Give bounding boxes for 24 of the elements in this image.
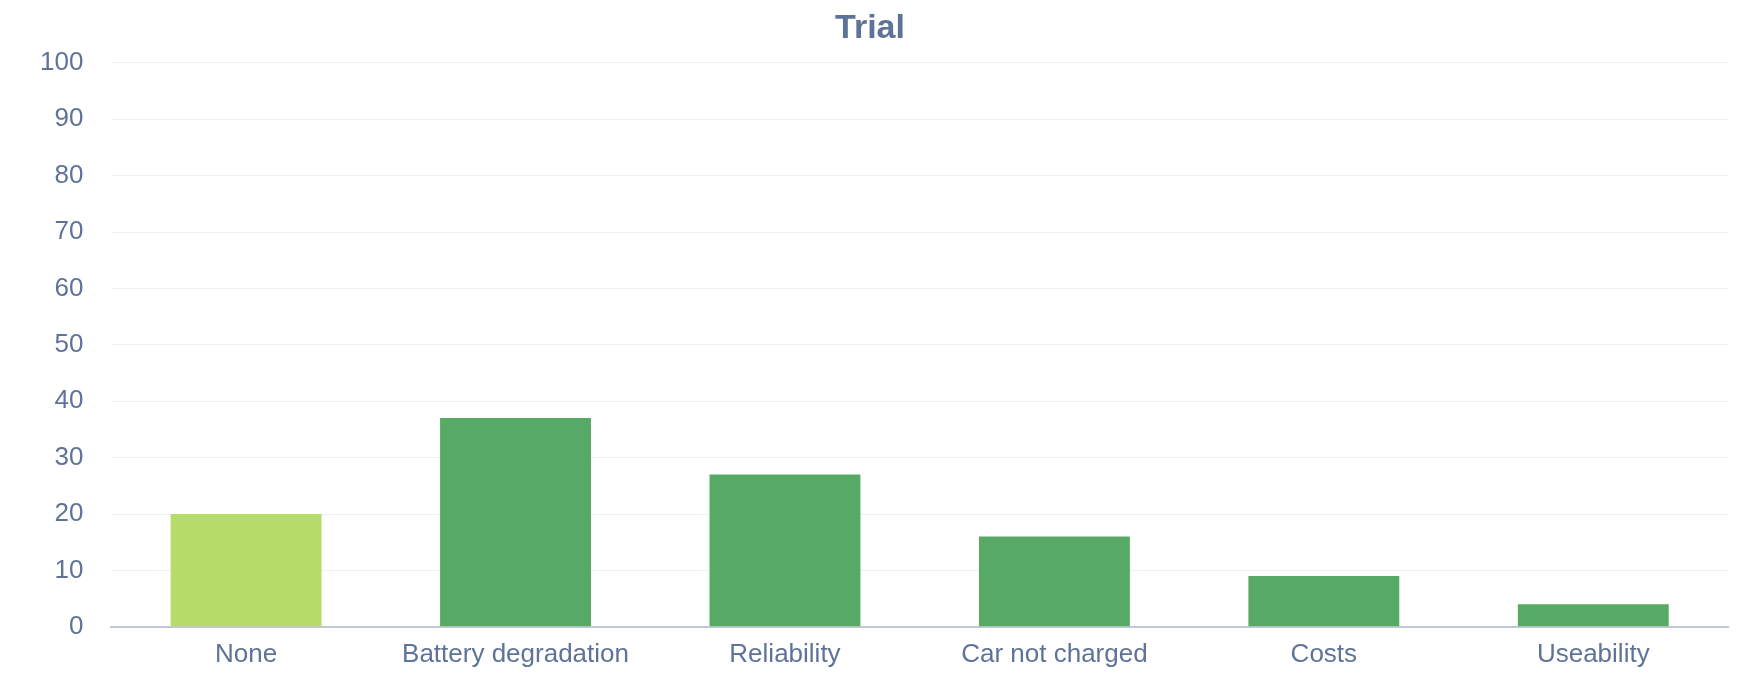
- y-tick-label: 10: [54, 553, 84, 584]
- bar: [709, 474, 861, 627]
- y-tick-label: 30: [54, 440, 84, 471]
- x-tick-label: None: [215, 637, 278, 668]
- y-tick-label: 0: [68, 609, 84, 640]
- x-tick-label: Car not charged: [961, 637, 1148, 668]
- bar: [170, 514, 322, 627]
- bar: [1248, 576, 1400, 627]
- bar: [440, 418, 591, 627]
- y-tick-label: 80: [54, 158, 84, 189]
- y-tick-label: 70: [54, 215, 84, 246]
- y-tick-label: 20: [54, 497, 84, 528]
- x-tick-label: Useability: [1536, 637, 1650, 668]
- chart-title: Trial: [835, 6, 905, 45]
- bar: [978, 536, 1130, 627]
- y-tick-label: 40: [54, 384, 84, 415]
- y-tick-label: 50: [54, 327, 84, 358]
- bar: [1517, 604, 1669, 627]
- y-tick-label: 60: [54, 271, 84, 302]
- y-tick-label: 100: [39, 45, 84, 76]
- x-tick-label: Battery degradation: [402, 637, 629, 668]
- x-tick-label: Costs: [1290, 637, 1358, 668]
- x-tick-label: Reliability: [729, 637, 841, 668]
- y-tick-label: 90: [54, 102, 84, 133]
